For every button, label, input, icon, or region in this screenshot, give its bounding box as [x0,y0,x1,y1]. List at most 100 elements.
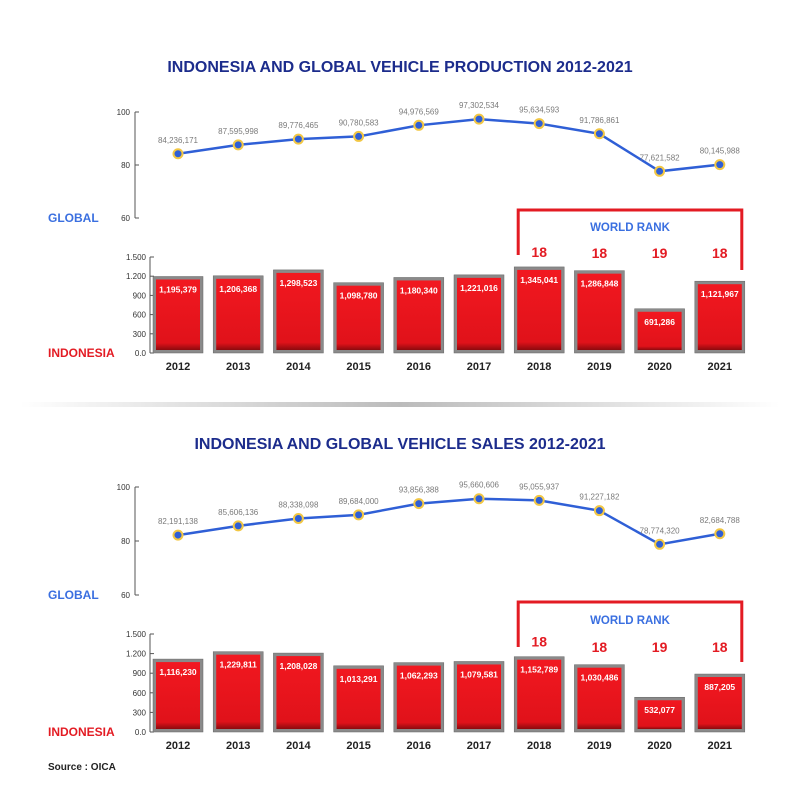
indonesia-bar-2016 [396,280,441,350]
global-point-2019 [593,128,605,140]
global-point-2018 [533,118,545,130]
x-tick-label: 2020 [647,740,671,752]
indonesia-value-label: 1,229,811 [220,660,258,670]
x-tick-label: 2012 [166,361,190,373]
global-point-2016 [413,498,425,510]
indonesia-value-label: 1,345,041 [520,275,558,285]
section-divider [20,402,780,407]
global-value-label: 89,684,000 [339,497,380,506]
world-rank-2021: 18 [712,245,728,261]
x-tick-label: 2016 [407,361,431,373]
indonesia-bar-2016 [396,665,441,729]
indonesia-bar-2014 [276,272,321,350]
indonesia-value-label: 1,030,486 [580,673,618,683]
indonesia-bar-2018 [517,269,562,350]
global-value-label: 82,191,138 [158,517,199,526]
global-value-label: 78,774,320 [640,526,681,535]
indonesia-series-label: INDONESIA [48,346,115,360]
indonesia-bar-2018 [517,659,562,729]
x-tick-label: 2017 [467,361,491,373]
indonesia-value-label: 1,298,523 [279,278,317,288]
global-value-label: 95,660,606 [459,481,500,490]
indonesia-value-label: 532,077 [644,705,675,715]
global-line [177,497,721,546]
global-point-2016 [413,119,425,131]
global-line [177,117,720,173]
indonesia-value-label: 1,062,293 [400,671,438,681]
global-point-2019 [593,505,605,517]
indonesia-value-label: 1,121,967 [701,289,739,299]
x-tick-label: 2014 [286,740,311,752]
global-value-label: 97,302,534 [459,101,500,110]
indonesia-value-label: 1,180,340 [400,285,438,295]
indonesia-y-tick-label: 0.0 [135,349,147,358]
indonesia-y-tick-label: 600 [133,689,147,698]
indonesia-value-label: 1,013,291 [340,674,378,684]
global-value-label: 84,236,171 [158,136,199,145]
global-y-tick-label: 100 [117,483,131,492]
x-tick-label: 2014 [286,361,311,373]
global-point-2013 [232,520,244,532]
global-value-label: 93,856,388 [399,486,440,495]
x-tick-label: 2019 [587,740,611,752]
indonesia-bar-2019 [577,273,622,350]
world-rank-label: WORLD RANK [590,615,671,627]
indonesia-value-label: 1,116,230 [159,667,197,677]
global-value-label: 95,634,593 [519,106,560,115]
global-y-tick-label: 80 [121,161,130,170]
source-note: Source : OICA [48,762,116,773]
indonesia-value-label: 1,152,789 [520,665,558,675]
x-tick-label: 2015 [346,740,370,752]
indonesia-value-label: 691,286 [644,317,675,327]
indonesia-value-label: 887,205 [704,682,735,692]
world-rank-2019: 18 [592,639,608,655]
indonesia-bar-2017 [457,277,501,350]
indonesia-value-label: 1,079,581 [460,669,498,679]
indonesia-bar-2015 [336,668,381,729]
global-y-tick-label: 80 [121,537,130,546]
indonesia-bar-2015 [336,285,381,350]
global-point-2012 [172,529,184,541]
indonesia-bar-2021 [697,677,742,729]
x-tick-label: 2017 [467,740,491,752]
global-value-label: 77,621,582 [640,153,681,162]
global-point-2020 [654,538,666,550]
indonesia-y-tick-label: 300 [133,708,147,717]
global-point-2021 [714,159,726,171]
global-value-label: 82,684,788 [700,516,741,525]
global-value-label: 87,595,998 [218,127,259,136]
global-value-label: 94,976,569 [399,107,440,116]
x-tick-label: 2013 [226,740,250,752]
global-y-tick-label: 60 [121,214,130,223]
world-rank-2018: 18 [531,244,547,260]
world-rank-2018: 18 [531,634,547,650]
indonesia-bar-2013 [216,278,261,350]
global-y-tick-label: 60 [121,591,130,600]
chart-0: INDONESIA AND GLOBAL VEHICLE PRODUCTION … [48,59,746,373]
indonesia-y-tick-label: 0.0 [135,728,147,737]
global-value-label: 95,055,937 [519,482,560,491]
global-value-label: 91,227,182 [579,493,620,502]
x-tick-label: 2012 [166,740,190,752]
indonesia-value-label: 1,208,028 [279,661,317,671]
x-tick-label: 2013 [226,361,250,373]
indonesia-y-tick-label: 1.500 [126,630,147,639]
x-tick-label: 2016 [407,740,431,752]
chart-title: INDONESIA AND GLOBAL VEHICLE PRODUCTION … [167,59,632,76]
indonesia-value-label: 1,098,780 [340,291,378,301]
x-tick-label: 2021 [708,740,732,752]
global-value-label: 89,776,465 [278,121,319,130]
indonesia-y-tick-label: 600 [133,311,147,320]
indonesia-bar-2020 [637,700,682,729]
global-point-2021 [714,528,726,540]
indonesia-value-label: 1,206,368 [219,284,257,294]
indonesia-y-tick-label: 300 [133,330,147,339]
indonesia-bar-2020 [637,311,682,350]
global-point-2014 [292,512,304,524]
x-tick-label: 2021 [708,361,732,373]
world-rank-2021: 18 [712,639,728,655]
indonesia-y-tick-label: 1.200 [126,650,147,659]
world-rank-2019: 18 [592,245,608,261]
global-value-label: 85,606,136 [218,508,259,517]
